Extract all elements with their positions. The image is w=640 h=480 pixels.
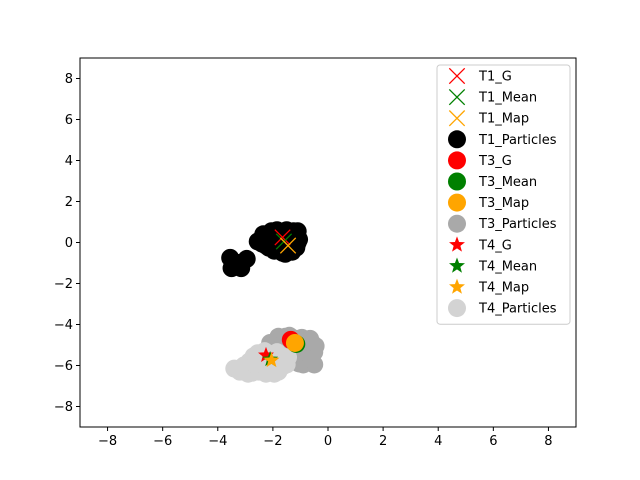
data-point	[274, 229, 291, 246]
series-T1_Map	[279, 237, 297, 254]
data-point	[263, 351, 280, 368]
x-tick-label: 2	[379, 434, 387, 449]
y-tick-label: 4	[65, 154, 73, 169]
legend-marker	[449, 236, 465, 252]
y-tick-label: −2	[54, 277, 73, 292]
legend-item: T1_G	[448, 67, 512, 85]
legend-item: T3_Map	[448, 193, 529, 212]
data-point	[258, 346, 274, 363]
data-point	[254, 225, 273, 244]
y-tick-label: 2	[65, 195, 73, 210]
legend-label: T3_Map	[478, 196, 529, 211]
x-tick-label: −4	[208, 434, 227, 449]
legend-label: T4_Map	[478, 281, 529, 296]
plot-area	[221, 221, 325, 383]
y-tick-label: −6	[54, 359, 73, 374]
legend-marker	[448, 88, 466, 106]
x-axis: −8 −6 −4 −2 0 2 4 6 8	[98, 427, 553, 449]
legend-marker	[448, 172, 466, 191]
y-tick-label: 8	[65, 72, 73, 87]
legend-marker	[448, 193, 466, 212]
legend-label: T1_Particles	[478, 133, 557, 148]
legend-marker	[448, 151, 466, 170]
series-T1_G	[274, 229, 291, 246]
data-point	[237, 249, 256, 268]
legend-marker	[449, 257, 465, 273]
legend-marker	[448, 214, 466, 233]
data-point	[245, 355, 264, 374]
legend-item: T3_G	[448, 151, 512, 170]
series-T3_Map	[285, 333, 304, 352]
data-point	[285, 333, 304, 352]
legend-label: T3_Mean	[478, 175, 537, 190]
legend-label: T1_G	[478, 70, 512, 85]
data-point	[265, 364, 284, 383]
legend: T1_G T1_Mean T1_Map T1_Particles T3_G T3_Mean…	[436, 64, 571, 325]
legend-label: T3_G	[478, 154, 512, 169]
legend-label: T3_Particles	[478, 217, 557, 232]
legend-item: T4_Mean	[449, 257, 537, 274]
series-T4_G	[258, 346, 274, 363]
legend-item: T1_Map	[448, 110, 529, 127]
legend-marker	[448, 299, 466, 318]
legend-label: T1_Mean	[478, 91, 537, 106]
legend-marker	[449, 278, 465, 294]
legend-label: T4_Mean	[478, 259, 537, 274]
series-T4_Map	[263, 351, 280, 368]
legend-box	[436, 64, 571, 325]
x-tick-label: −6	[153, 434, 172, 449]
legend-item: T4_G	[449, 236, 512, 253]
legend-label: T4_G	[478, 238, 512, 253]
x-tick-label: 6	[489, 434, 497, 449]
x-tick-label: −2	[263, 434, 282, 449]
legend-item: T4_Map	[449, 278, 529, 296]
data-point	[222, 259, 241, 278]
legend-item: T1_Particles	[448, 130, 557, 149]
legend-item: T1_Mean	[448, 88, 537, 106]
y-tick-label: −8	[54, 400, 73, 415]
legend-label: T1_Map	[478, 112, 529, 127]
x-tick-label: 4	[434, 434, 442, 449]
data-point	[276, 244, 295, 263]
legend-marker	[448, 110, 466, 127]
legend-marker	[448, 67, 466, 85]
x-tick-label: −8	[98, 434, 117, 449]
y-axis: −8 −6 −4 −2 0 2 4 6 8	[54, 72, 80, 415]
legend-marker	[448, 130, 466, 149]
data-point	[279, 237, 297, 254]
legend-label: T4_Particles	[478, 302, 557, 317]
y-tick-label: 6	[65, 113, 73, 128]
legend-item: T3_Particles	[448, 214, 557, 233]
legend-item: T4_Particles	[448, 299, 557, 318]
x-tick-label: 0	[324, 434, 332, 449]
data-point	[279, 348, 298, 367]
legend-item: T3_Mean	[448, 172, 537, 191]
y-tick-label: −4	[54, 318, 73, 333]
data-point	[302, 350, 321, 369]
y-tick-label: 0	[65, 236, 73, 251]
x-tick-label: 8	[544, 434, 552, 449]
